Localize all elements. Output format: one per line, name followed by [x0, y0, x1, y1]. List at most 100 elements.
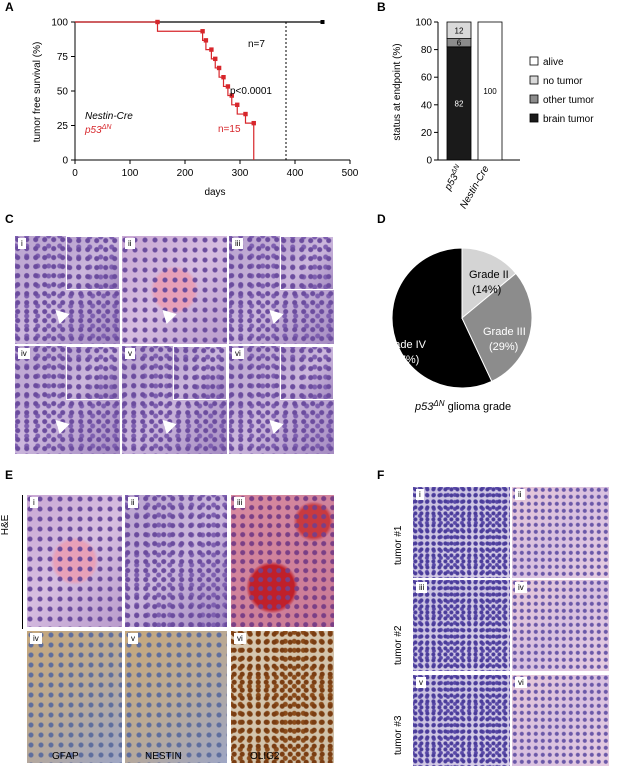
endpoint-status-chart: 0 20 40 60 80 100 status at endpoint (%) 82 6 1… [392, 18, 595, 211]
pie-caption: p53ΔN glioma grade [414, 399, 511, 413]
p-value-label: p<0.0001 [230, 86, 272, 97]
y-tick-label: 100 [51, 18, 68, 29]
arrowhead-marker [50, 414, 70, 435]
zoom-inset [280, 236, 334, 290]
legend-label: other tumor [543, 95, 595, 106]
stain-label-nestin: NESTIN [145, 751, 182, 762]
bar-label-brain-tumor: 82 [455, 99, 464, 108]
tumor-image-vi: vi [512, 675, 609, 766]
x-tick-label: 500 [342, 168, 359, 179]
bar-label-other-tumor: 6 [457, 39, 462, 48]
censor-marker [200, 29, 205, 34]
panel-roman-numeral: vi [234, 633, 246, 644]
he-row-label: H&E [0, 514, 11, 536]
panel-label-b: B [377, 0, 386, 14]
panel-roman-numeral: iii [416, 582, 428, 593]
legend-label: alive [543, 57, 564, 68]
panel-roman-numeral: i [416, 489, 424, 500]
censor-marker [251, 120, 256, 126]
y-tick-label: 50 [57, 87, 69, 98]
x-tick-label: 0 [72, 168, 78, 179]
zoom-inset [66, 236, 120, 290]
histology-image-iii: iii [229, 236, 334, 344]
x-axis-label: days [204, 187, 225, 198]
censor-marker [243, 111, 248, 117]
glioma-grade-pie: Grade IV (57%) Grade II (14%) Grade III … [382, 247, 533, 413]
y-tick-label: 60 [421, 73, 433, 84]
censor-marker [320, 20, 325, 24]
histology-image-vi: vi [229, 346, 334, 454]
censor-marker [209, 47, 214, 52]
legend-swatch [529, 94, 539, 104]
panel-roman-numeral: ii [125, 238, 135, 249]
zoom-inset [280, 346, 334, 400]
label-grade-iv: Grade IV [382, 339, 427, 351]
arrowhead-marker [157, 304, 177, 325]
arrowhead-marker [157, 414, 177, 435]
legend-label: no tumor [543, 76, 583, 87]
y-tick-label: 80 [421, 45, 433, 56]
panel-label-c: C [5, 212, 14, 226]
panel-roman-numeral: i [30, 497, 38, 508]
zoom-inset [173, 346, 227, 400]
censor-marker [221, 75, 226, 80]
tumor-image-iv: iv [512, 580, 609, 671]
tumor-row-label: tumor #1 [393, 525, 404, 565]
legend-mutant: p53ΔN [84, 124, 112, 136]
panel-roman-numeral: vi [515, 677, 527, 688]
y-tick-label: 100 [415, 18, 432, 29]
censor-marker [229, 93, 234, 98]
panel-roman-numeral: v [128, 633, 138, 644]
pie-slice-grade-iii [461, 272, 533, 383]
label-grade-iv-pct: (57%) [390, 354, 419, 366]
bar-label-alive: 100 [483, 87, 497, 96]
censor-marker [213, 56, 218, 62]
panel-roman-numeral: ii [515, 489, 525, 500]
legend-swatch [529, 56, 539, 66]
panel-roman-numeral: iv [18, 348, 30, 359]
bar-segment-brain-tumor [446, 46, 472, 161]
he-row-divider [22, 495, 23, 629]
y-tick-label: 0 [426, 156, 432, 167]
y-tick-label: 20 [421, 128, 433, 139]
label-grade-ii: Grade II [469, 269, 509, 281]
bar-label-no-tumor: 12 [455, 26, 464, 35]
panel-label-f: F [377, 468, 385, 482]
series-mutant-line [75, 21, 255, 160]
tumor-row-label: tumor #2 [393, 625, 404, 665]
tumor-image-v: v [413, 675, 510, 766]
y-tick-label: 40 [421, 100, 433, 111]
panel-label-e: E [5, 468, 14, 482]
label-grade-iii: Grade III [483, 326, 526, 338]
panel-roman-numeral: iv [515, 582, 527, 593]
censor-marker [225, 84, 231, 89]
bar-segment-no-tumor [446, 21, 472, 39]
tumor-image-ii: ii [512, 487, 609, 578]
legend-label: brain tumor [543, 114, 594, 125]
panel-roman-numeral: i [18, 238, 26, 249]
stain-image-vi: vi [231, 631, 334, 763]
panel-roman-numeral: vi [232, 348, 244, 359]
tumor-image-iii: iii [413, 580, 510, 671]
n-control-label: n=7 [248, 39, 265, 50]
y-tick-label: 0 [62, 156, 68, 167]
histology-image-iv: iv [15, 346, 120, 454]
stain-image-iv: iv [27, 631, 122, 763]
tumor-row-label: tumor #3 [393, 715, 404, 755]
y-axis-label: tumor free survival (%) [32, 42, 43, 143]
histology-image-ii: ii [122, 236, 227, 344]
stain-image-i: i [27, 495, 122, 627]
y-axis-label: status at endpoint (%) [392, 43, 403, 140]
censor-marker [155, 19, 160, 25]
panel-roman-numeral: iii [232, 238, 244, 249]
legend-swatch [529, 113, 539, 123]
x-tick-mutant: p53ΔN [441, 163, 466, 194]
histology-image-v: v [122, 346, 227, 454]
censor-marker [216, 65, 222, 71]
stain-label-gfap: GFAP [52, 751, 79, 762]
zoom-inset [66, 346, 120, 400]
label-grade-ii-pct: (14%) [472, 284, 501, 296]
x-tick-label: 200 [177, 168, 194, 179]
x-tick-control: Nestin-Cre [458, 164, 492, 210]
legend-control: Nestin-Cre [85, 111, 133, 122]
